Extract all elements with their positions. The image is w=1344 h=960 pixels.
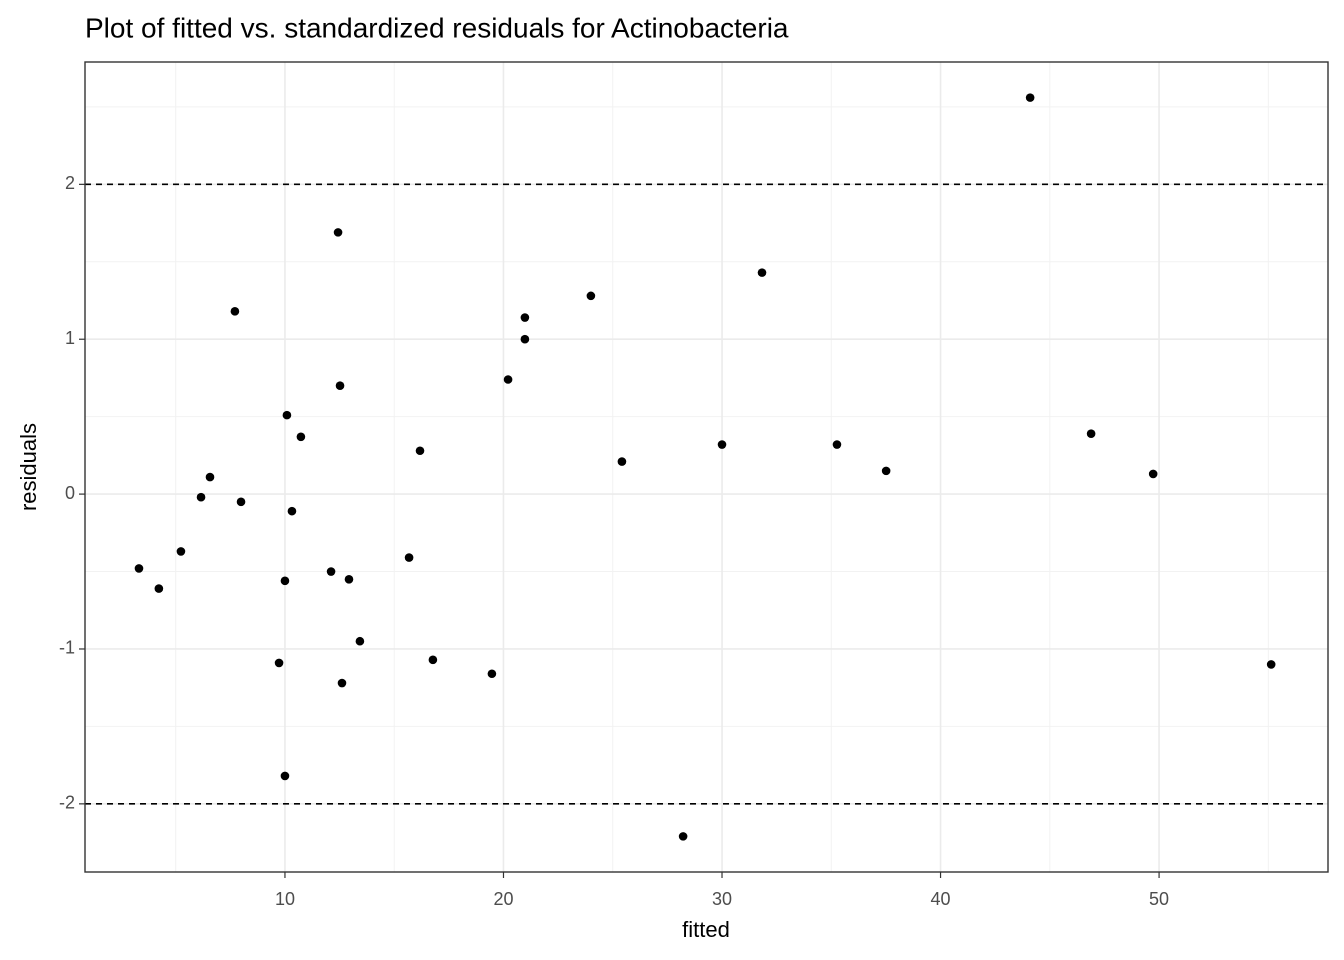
point xyxy=(333,228,343,237)
chart-title: Plot of fitted vs. standardized residual… xyxy=(85,12,789,43)
point xyxy=(428,655,438,665)
y-tick-label: 0 xyxy=(65,483,75,503)
point xyxy=(757,268,767,277)
x-tick-label: 30 xyxy=(712,889,732,909)
point xyxy=(230,307,240,316)
point xyxy=(344,574,354,584)
point xyxy=(881,466,891,476)
point xyxy=(1025,93,1035,102)
grid xyxy=(85,62,1328,872)
point xyxy=(520,313,530,322)
point xyxy=(487,669,497,679)
point xyxy=(274,658,284,668)
point xyxy=(717,440,727,449)
point xyxy=(205,472,215,482)
x-tick-label: 40 xyxy=(931,889,951,909)
y-tick-label: -1 xyxy=(59,638,75,658)
point xyxy=(280,576,290,586)
point xyxy=(337,678,347,688)
point xyxy=(404,553,414,562)
point xyxy=(678,832,688,841)
point xyxy=(1148,469,1158,479)
point xyxy=(296,432,306,442)
point xyxy=(355,636,365,646)
point xyxy=(586,291,596,301)
point xyxy=(287,506,297,516)
point xyxy=(282,410,292,420)
point xyxy=(520,334,530,344)
point xyxy=(326,567,336,576)
point xyxy=(1266,660,1276,669)
y-tick-label: 1 xyxy=(65,328,75,348)
point xyxy=(503,375,513,384)
point xyxy=(176,547,186,556)
point xyxy=(415,446,425,456)
panel-border xyxy=(84,61,1329,873)
point xyxy=(617,457,627,466)
x-axis-title: fitted xyxy=(682,917,730,942)
point xyxy=(134,564,144,573)
point xyxy=(335,381,345,390)
marks xyxy=(85,93,1328,841)
x-tick-label: 20 xyxy=(493,889,513,909)
point xyxy=(832,440,842,449)
point xyxy=(280,771,290,781)
point xyxy=(1086,429,1096,439)
point xyxy=(196,492,206,502)
x-tick-label: 10 xyxy=(275,889,295,909)
x-tick-label: 50 xyxy=(1149,889,1169,909)
y-tick-label: -2 xyxy=(59,793,75,813)
y-tick-label: 2 xyxy=(65,173,75,193)
point xyxy=(154,584,164,593)
point xyxy=(236,497,246,507)
y-axis-title: residuals xyxy=(16,423,41,511)
